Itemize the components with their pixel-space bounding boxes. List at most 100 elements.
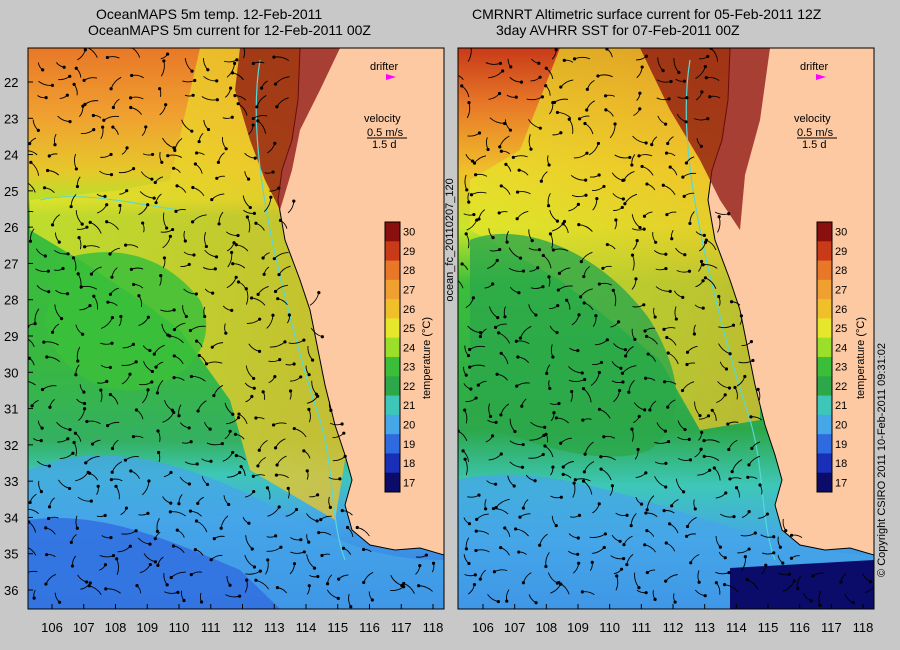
left-vector-head-349 xyxy=(194,519,199,523)
left-vector-head-45 xyxy=(129,105,133,110)
right-vector-head-125 xyxy=(717,215,721,219)
left-vector-head-141 xyxy=(71,256,76,260)
left-vector-head-402 xyxy=(176,590,180,594)
left-vector-head-189 xyxy=(258,317,262,321)
lat-tick-33: 33 xyxy=(4,474,18,489)
left-vector-head-56 xyxy=(111,125,115,129)
left-vector-head-368 xyxy=(252,565,257,569)
right-vector-head-77 xyxy=(474,173,478,177)
right-colorbar-swatch-23 xyxy=(817,357,832,377)
left-vector-head-157 xyxy=(132,282,136,287)
left-vector-head-119 xyxy=(171,227,175,232)
right-vector-head-210 xyxy=(516,355,520,359)
left-vector-head-218 xyxy=(278,357,282,362)
right-vector-head-236 xyxy=(488,414,493,419)
left-vector-head-21 xyxy=(193,78,197,83)
right-hot-coastal-strip xyxy=(640,48,770,230)
right-vector-head-241 xyxy=(581,386,586,391)
left-vector-head-316 xyxy=(169,501,173,505)
right-vector-head-214 xyxy=(619,366,623,370)
right-vector-head-388 xyxy=(743,555,747,559)
left-vector-head-272 xyxy=(189,440,193,444)
left-vector-head-268 xyxy=(90,442,95,446)
left-vector-head-133 xyxy=(192,253,196,257)
left-vector-head-255 xyxy=(134,408,139,412)
right-vector-head-158 xyxy=(579,295,583,299)
right-vector-head-254 xyxy=(552,411,556,415)
right-colorbar-swatch-28 xyxy=(817,260,832,281)
right-vector-head-216 xyxy=(646,352,650,356)
right-colorbar-tick-28: 28 xyxy=(835,265,847,277)
right-vector-head-39 xyxy=(708,95,712,99)
lat-tick-26: 26 xyxy=(4,220,18,235)
left-vector-head-53 xyxy=(53,143,57,147)
right-vector-head-188 xyxy=(643,329,647,333)
left-vector-head-288 xyxy=(209,459,213,463)
left-vector-head-200 xyxy=(168,334,172,338)
right-vector-head-233 xyxy=(727,386,732,390)
right-vector-head-80 xyxy=(539,179,543,183)
right-vector-152 xyxy=(458,280,464,289)
left-colorbar-swatch-17 xyxy=(385,472,400,493)
left-vector-head-240 xyxy=(146,388,150,392)
left-vector-head-242 xyxy=(177,414,181,418)
left-vector-head-229 xyxy=(189,374,194,379)
left-colorbar-swatch-18 xyxy=(385,453,400,474)
right-vector-head-400 xyxy=(557,580,561,585)
right-vector-head-257 xyxy=(597,407,602,411)
left-vector-head-138 xyxy=(272,257,276,261)
right-vector-head-305 xyxy=(681,490,686,494)
left-colorbar-tick-21: 21 xyxy=(403,400,415,412)
left-vector-head-205 xyxy=(302,338,306,342)
left-vector-head-303 xyxy=(205,482,210,487)
right-vector-head-180 xyxy=(478,334,483,339)
left-vector-head-204 xyxy=(283,340,287,344)
right-vector-head-211 xyxy=(545,371,549,375)
left-vector-head-351 xyxy=(250,547,254,551)
left-vector-head-271 xyxy=(156,429,160,433)
left-vector-head-192 xyxy=(320,335,324,339)
right-vector-head-36 xyxy=(667,97,671,101)
left-vector-head-118 xyxy=(141,221,145,225)
right-vector-head-166 xyxy=(496,316,500,320)
left-vector-6 xyxy=(131,48,141,58)
right-vector-head-52 xyxy=(477,131,482,135)
right-vector-head-303 xyxy=(644,471,648,475)
right-vector-head-195 xyxy=(497,331,501,335)
left-vector-head-114 xyxy=(57,240,61,244)
right-vector-head-150 xyxy=(699,259,704,264)
right-vector-head-143 xyxy=(541,253,545,258)
left-vector-head-245 xyxy=(250,394,254,399)
left-vector-head-74 xyxy=(253,156,257,160)
left-current-vectors xyxy=(28,48,436,609)
left-vector-head-201 xyxy=(194,339,199,343)
left-vector-head-184 xyxy=(146,315,150,319)
right-vector-head-318 xyxy=(639,502,644,506)
right-colorbar-tick-23: 23 xyxy=(835,362,847,374)
right-vector-head-383 xyxy=(637,586,641,590)
right-vector-head-401 xyxy=(580,590,584,594)
right-vector-head-301 xyxy=(573,478,577,482)
right-vector-head-354 xyxy=(753,531,757,535)
left-vector-head-223 xyxy=(82,390,86,394)
left-vector-head-196 xyxy=(110,341,114,345)
left-velocity-time: 1.5 d xyxy=(372,139,396,151)
right-vector-head-394 xyxy=(868,580,873,584)
left-vector-325 xyxy=(28,508,39,514)
right-vector-head-148 xyxy=(664,266,668,271)
left-vector-head-206 xyxy=(310,358,315,362)
left-vector-head-37 xyxy=(233,94,237,98)
right-lon-tick-110: 110 xyxy=(599,620,620,635)
left-vector-head-54 xyxy=(92,128,96,132)
lat-tick-25: 25 xyxy=(4,184,18,199)
left-colorbar-tick-27: 27 xyxy=(403,285,415,297)
right-colorbar-tick-17: 17 xyxy=(835,477,847,489)
right-vector-head-217 xyxy=(666,351,670,355)
left-vector-head-371 xyxy=(312,566,317,570)
right-vector-head-220 xyxy=(751,358,755,363)
right-vector-head-89 xyxy=(469,193,474,197)
left-vector-head-125 xyxy=(278,218,283,222)
left-vector-head-256 xyxy=(172,410,176,415)
right-vector-head-274 xyxy=(667,440,671,444)
left-vector-head-300 xyxy=(129,469,133,473)
